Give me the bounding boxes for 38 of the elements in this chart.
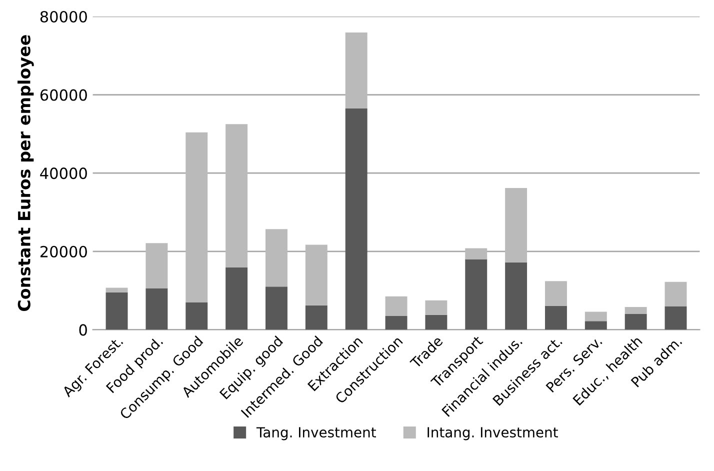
bar bbox=[146, 288, 168, 330]
bar bbox=[385, 316, 408, 330]
bar bbox=[664, 306, 687, 330]
bar bbox=[545, 306, 567, 330]
y-tick-label: 60000 bbox=[40, 89, 87, 101]
bar bbox=[584, 321, 607, 330]
bar bbox=[505, 188, 528, 262]
bar bbox=[106, 288, 128, 293]
bar bbox=[425, 314, 448, 330]
y-tick-label: 40000 bbox=[40, 168, 87, 180]
bar bbox=[106, 292, 128, 330]
bar bbox=[345, 32, 368, 108]
y-tick-label: 80000 bbox=[40, 10, 87, 23]
bar bbox=[545, 281, 567, 306]
y-tick-label: 0 bbox=[79, 324, 87, 336]
bar bbox=[305, 244, 328, 306]
y-tick-label: 20000 bbox=[40, 246, 87, 258]
bar bbox=[624, 314, 647, 330]
bar bbox=[186, 302, 208, 330]
bar bbox=[505, 262, 528, 330]
bar bbox=[305, 305, 328, 330]
bar bbox=[146, 243, 168, 288]
bar bbox=[465, 248, 488, 260]
bar bbox=[186, 132, 208, 302]
bar bbox=[465, 259, 488, 330]
bar bbox=[266, 286, 288, 330]
bar bbox=[385, 296, 408, 316]
bar bbox=[624, 306, 647, 314]
bar bbox=[266, 229, 288, 287]
bar bbox=[584, 312, 607, 322]
legend-label: Tang. Investment bbox=[256, 427, 376, 440]
bar bbox=[425, 300, 448, 315]
bar bbox=[664, 282, 687, 306]
bar bbox=[345, 108, 368, 330]
bar bbox=[226, 267, 248, 330]
y-axis-title: Constant Euros per employee bbox=[18, 35, 34, 311]
legend-label: Intang. Investment bbox=[428, 427, 558, 440]
bar bbox=[226, 124, 248, 268]
